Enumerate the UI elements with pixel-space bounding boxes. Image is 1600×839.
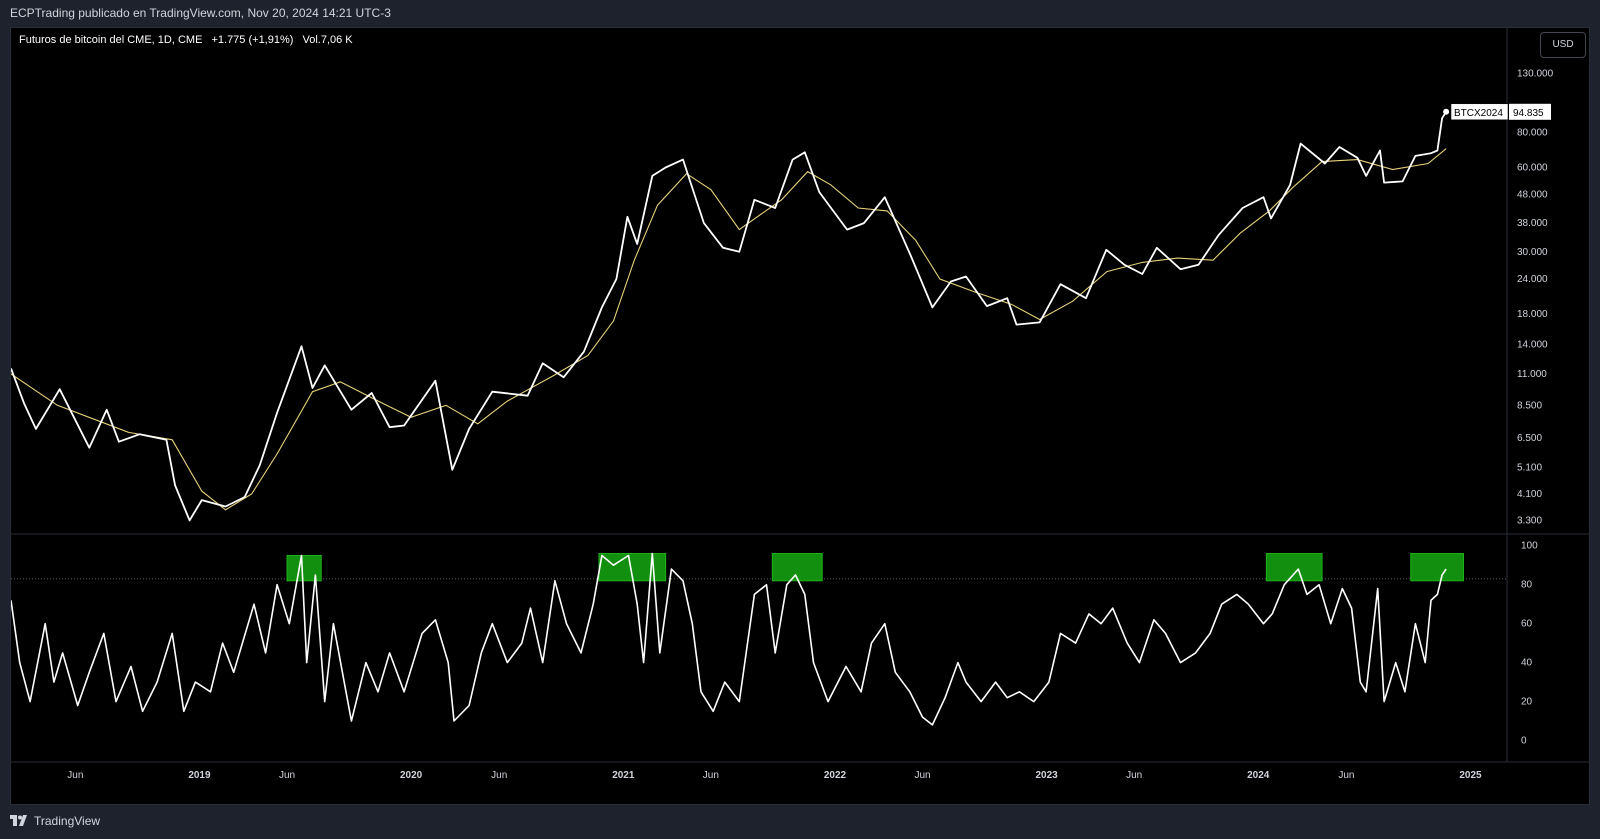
currency-button[interactable]: USD	[1540, 32, 1586, 58]
x-axis-tick: Jun	[279, 770, 295, 781]
x-axis-tick: 2025	[1459, 770, 1482, 781]
chart-background	[11, 28, 1589, 804]
x-axis-tick: 2020	[400, 770, 423, 781]
footer: TradingView	[10, 810, 100, 832]
x-axis-tick: Jun	[67, 770, 83, 781]
price-axis-tick: 3.300	[1517, 515, 1542, 526]
oscillator-axis-tick: 100	[1521, 541, 1538, 552]
oscillator-axis-tick: 20	[1521, 697, 1533, 708]
x-axis-tick: Jun	[1338, 770, 1354, 781]
oscillator-line	[11, 552, 1447, 726]
price-axis-tick: 80.000	[1517, 127, 1548, 138]
chart-frame[interactable]: 130.000 80.000 60.000 48.000 38.000 30.000 24.…	[10, 27, 1590, 805]
tradingview-logo-icon	[10, 815, 27, 826]
price-axis-tick: 60.000	[1517, 162, 1548, 173]
highlight-zone	[771, 553, 823, 582]
ticker-label: BTCX2024	[1454, 108, 1503, 119]
chart-canvas[interactable]: 130.000 80.000 60.000 48.000 38.000 30.000 24.…	[11, 28, 1589, 804]
oscillator-axis-tick: 40	[1521, 658, 1533, 669]
x-axis-tick: 2021	[612, 770, 635, 781]
price-axis-tick: 30.000	[1517, 247, 1548, 258]
price-axis-tick: 14.000	[1517, 340, 1548, 351]
ticker-label-box	[1450, 103, 1509, 121]
moving-average-line	[11, 148, 1447, 511]
symbol-legend: Futuros de bitcoin del CME, 1D, CME +1.7…	[19, 34, 359, 46]
price-axis-tick: 4.100	[1517, 489, 1542, 500]
x-axis-tick: Jun	[703, 770, 719, 781]
price-line	[11, 111, 1447, 522]
highlight-zone	[1410, 553, 1465, 582]
volume-value: Vol.7,06 K	[302, 34, 353, 46]
highlight-zone	[1265, 553, 1323, 582]
x-axis-tick: 2024	[1247, 770, 1270, 781]
price-value-label: 94.835	[1513, 108, 1544, 119]
price-axis-tick: 130.000	[1517, 68, 1554, 79]
oscillator-axis-tick: 60	[1521, 619, 1533, 630]
price-axis-tick: 24.000	[1517, 274, 1548, 285]
oscillator-axis-tick: 80	[1521, 580, 1533, 591]
price-axis-tick: 6.500	[1517, 433, 1542, 444]
x-axis-tick: Jun	[1126, 770, 1142, 781]
x-axis-tick: 2019	[188, 770, 211, 781]
price-axis-tick: 38.000	[1517, 218, 1548, 229]
publisher-header: ECPTrading publicado en TradingView.com,…	[10, 6, 391, 20]
price-axis-tick: 18.000	[1517, 309, 1548, 320]
symbol-name: Futuros de bitcoin del CME, 1D, CME	[19, 34, 203, 46]
price-value-box	[1509, 103, 1551, 120]
x-axis-tick: 2023	[1035, 770, 1058, 781]
price-axis-tick: 48.000	[1517, 190, 1548, 201]
oscillator-axis-tick: 0	[1521, 736, 1527, 747]
last-price-dot	[1443, 108, 1450, 115]
x-axis-tick: Jun	[914, 770, 930, 781]
price-axis-tick: 5.100	[1517, 462, 1542, 473]
x-axis-tick: Jun	[491, 770, 507, 781]
price-axis-tick: 11.000	[1517, 369, 1547, 380]
footer-brand: TradingView	[34, 814, 101, 828]
price-change: +1.775 (+1,91%)	[211, 34, 294, 46]
x-axis-tick: 2022	[824, 770, 847, 781]
price-axis-tick: 8.500	[1517, 400, 1542, 411]
